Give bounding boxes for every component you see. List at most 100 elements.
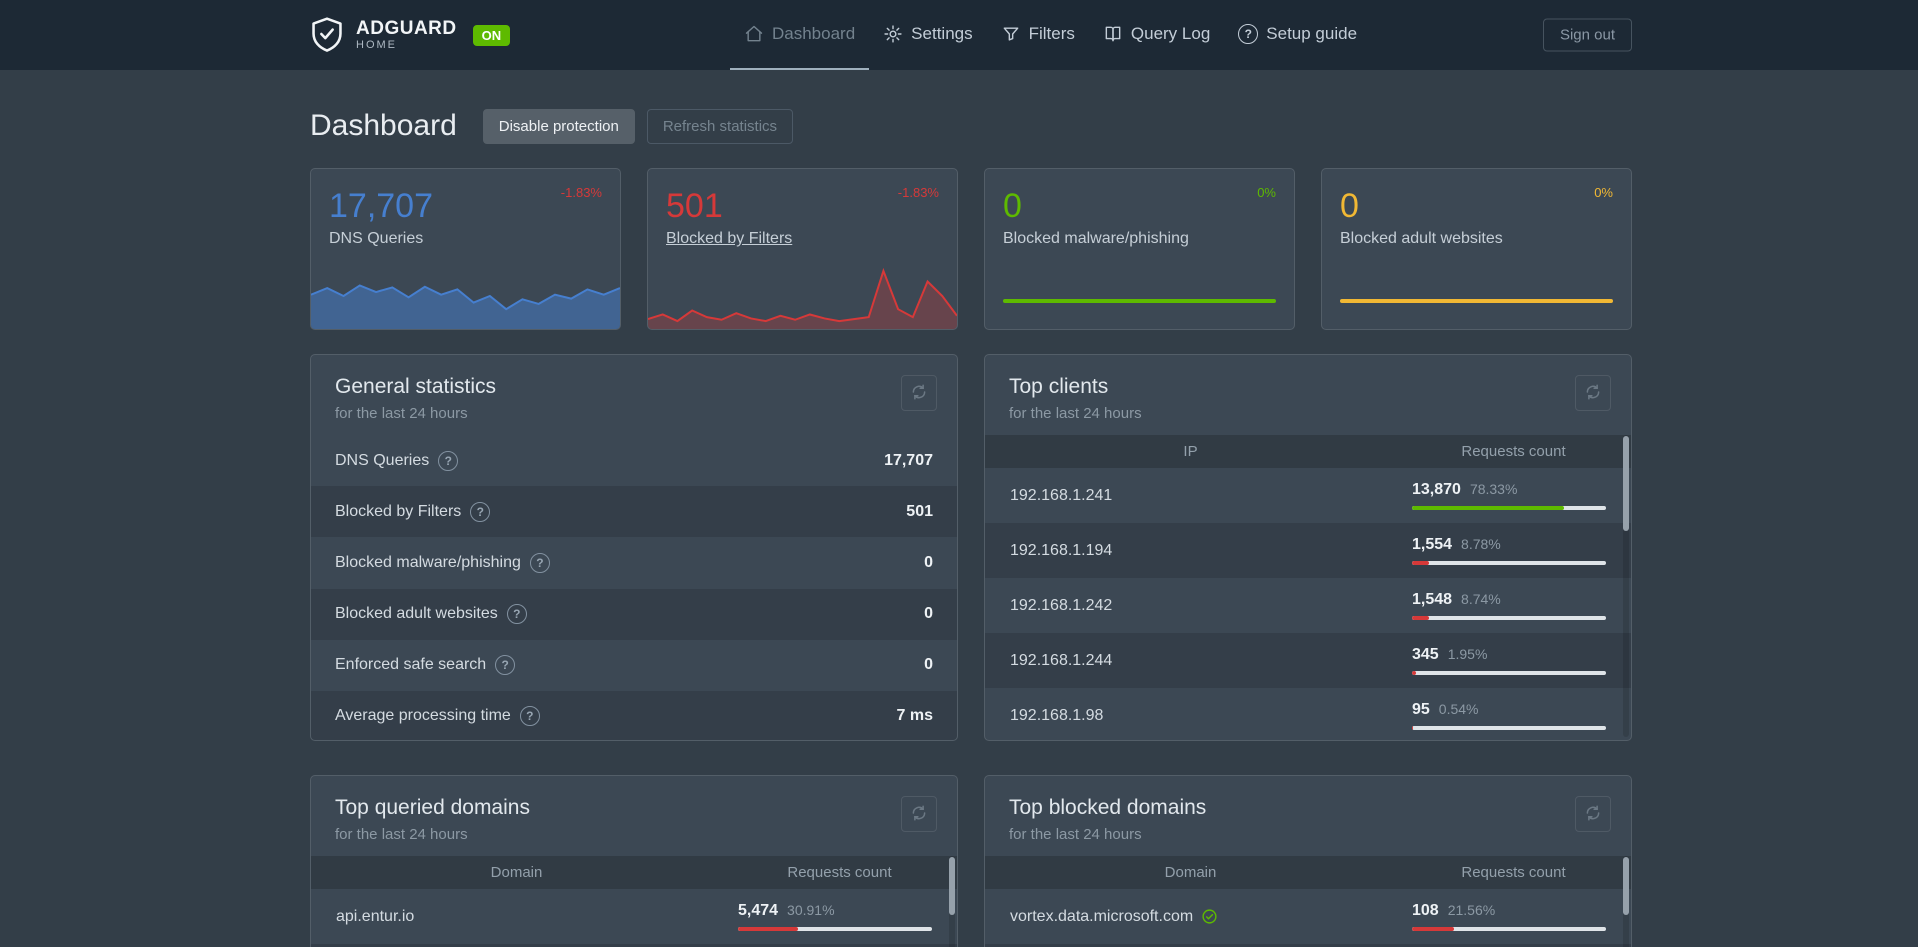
progress-bar-fill: [1412, 506, 1564, 510]
scrollbar-thumb[interactable]: [1623, 857, 1629, 915]
progress-bar-fill: [1412, 616, 1429, 620]
card-header: General statistics for the last 24 hours: [311, 355, 957, 435]
client-ip: 192.168.1.244: [1010, 651, 1113, 669]
blocked-domains-table: vortex.data.microsoft.com 108 21.56%: [985, 889, 1631, 947]
table-row: 192.168.1.241 13,870 78.33%: [985, 468, 1631, 523]
stats-label: Blocked malware/phishing: [335, 553, 521, 571]
progress-bar-fill: [1412, 561, 1430, 565]
refresh-card-button[interactable]: [1575, 796, 1611, 832]
sign-out-button[interactable]: Sign out: [1542, 18, 1632, 52]
stats-row: Blocked malware/phishing? 0: [311, 537, 957, 588]
progress-bar: [1412, 726, 1606, 730]
table-header: Domain Requests count: [985, 856, 1631, 889]
nav-links: Dashboard Settings Filters: [730, 0, 1371, 70]
logo-title: ADGUARD: [356, 18, 457, 40]
nav-label: Query Log: [1130, 24, 1211, 43]
disable-protection-button[interactable]: Disable protection: [482, 108, 635, 144]
stat-card-blocked-by-filters: -1.83% 501 Blocked by Filters: [647, 168, 958, 330]
statistics-rows: DNS Queries? 17,707 Blocked by Filters? …: [311, 435, 957, 740]
table-header: Domain Requests count: [311, 856, 957, 889]
stats-label: Enforced safe search: [335, 656, 487, 674]
requests-cell: 5,474 30.91%: [722, 902, 957, 931]
requests-cell: 1,548 8.74%: [1396, 591, 1631, 620]
filters-icon: [1001, 24, 1021, 44]
request-count: 108: [1412, 902, 1439, 919]
progress-bar-fill: [1412, 726, 1414, 730]
progress-bar: [1412, 506, 1606, 510]
card-title: Top queried domains: [335, 796, 530, 819]
stat-card-blocked-malware: 0% 0 Blocked malware/phishing: [984, 168, 1295, 330]
progress-bar-fill: [1412, 927, 1454, 931]
page-header: Dashboard Disable protection Refresh sta…: [310, 104, 1632, 148]
help-icon[interactable]: ?: [519, 706, 540, 727]
domain-name: vortex.data.microsoft.com: [1010, 907, 1194, 925]
column-header-requests: Requests count: [1461, 443, 1566, 460]
table-row: 192.168.1.98 95 0.54%: [985, 688, 1631, 740]
request-count: 95: [1412, 701, 1430, 718]
help-icon[interactable]: ?: [470, 501, 491, 522]
adguard-shield-icon: [310, 16, 344, 54]
column-header-domain: Domain: [1164, 864, 1217, 881]
request-percent: 0.54%: [1438, 701, 1479, 717]
scrollbar[interactable]: [1623, 856, 1629, 947]
card-subtitle: for the last 24 hours: [1009, 826, 1142, 843]
stats-label: Blocked by Filters: [335, 502, 462, 520]
request-count: 1,548: [1412, 591, 1453, 608]
help-icon[interactable]: ?: [529, 552, 550, 573]
top-queried-domains-card: Top queried domains for the last 24 hour…: [310, 775, 958, 947]
scrollbar-thumb[interactable]: [949, 857, 955, 915]
setup-guide-icon: ?: [1238, 24, 1259, 44]
scrollbar-thumb[interactable]: [1623, 436, 1629, 531]
refresh-card-button[interactable]: [1575, 375, 1611, 411]
request-percent: 1.95%: [1447, 646, 1488, 662]
refresh-card-button[interactable]: [901, 375, 937, 411]
middle-row: General statistics for the last 24 hours…: [310, 354, 1632, 741]
request-percent: 30.91%: [787, 902, 835, 918]
stats-value: 0: [924, 605, 933, 623]
request-count: 5,474: [738, 902, 779, 919]
stat-label: Blocked adult websites: [1340, 230, 1503, 248]
refresh-statistics-button[interactable]: Refresh statistics: [646, 108, 794, 144]
request-percent: 78.33%: [1469, 481, 1518, 497]
nav-label: Setup guide: [1266, 24, 1358, 43]
help-icon[interactable]: ?: [495, 655, 516, 676]
tracker-icon[interactable]: [1201, 908, 1218, 925]
blocked-sparkline-chart: [648, 263, 957, 329]
adguard-logo-link[interactable]: ADGUARD HOME ON: [310, 16, 511, 54]
scrollbar[interactable]: [949, 856, 955, 947]
scrollbar[interactable]: [1623, 435, 1629, 737]
nav-item-dashboard[interactable]: Dashboard: [730, 0, 870, 70]
requests-cell: 95 0.54%: [1396, 701, 1631, 730]
blocked-by-filters-link[interactable]: Blocked by Filters: [666, 230, 793, 248]
nav-item-setup-guide[interactable]: ? Setup guide: [1224, 0, 1371, 70]
request-count: 1,554: [1412, 536, 1453, 553]
query-log-icon: [1103, 24, 1123, 44]
nav-item-settings[interactable]: Settings: [869, 0, 986, 70]
help-icon[interactable]: ?: [506, 604, 527, 625]
stat-label: DNS Queries: [329, 230, 424, 248]
stat-value: 17,707: [329, 187, 433, 225]
refresh-card-button[interactable]: [901, 796, 937, 832]
top-clients-card: Top clients for the last 24 hours IP Req…: [984, 354, 1632, 741]
stat-card-blocked-adult: 0% 0 Blocked adult websites: [1321, 168, 1632, 330]
bottom-row: Top queried domains for the last 24 hour…: [310, 775, 1632, 947]
dns-queries-sparkline-chart: [311, 263, 620, 329]
column-header-ip: IP: [1183, 443, 1198, 460]
progress-bar: [1412, 671, 1606, 675]
requests-cell: 13,870 78.33%: [1396, 481, 1631, 510]
stats-row: Blocked by Filters? 501: [311, 486, 957, 538]
domain-name: api.entur.io: [336, 907, 415, 925]
help-icon[interactable]: ?: [438, 450, 459, 471]
progress-bar-fill: [1412, 671, 1416, 675]
table-header: IP Requests count: [985, 435, 1631, 468]
nav-item-query-log[interactable]: Query Log: [1089, 0, 1224, 70]
table-row: api.entur.io 5,474 30.91%: [311, 889, 957, 944]
stats-label: Blocked adult websites: [335, 605, 498, 623]
client-ip: 192.168.1.241: [1010, 486, 1113, 504]
table-row: vortex.data.microsoft.com 108 21.56%: [985, 889, 1631, 944]
stats-row: Blocked adult websites? 0: [311, 588, 957, 640]
stats-value: 501: [906, 502, 933, 520]
stat-color-bar: [1340, 299, 1613, 303]
queried-domains-table: api.entur.io 5,474 30.91%: [311, 889, 957, 947]
nav-item-filters[interactable]: Filters: [987, 0, 1089, 70]
